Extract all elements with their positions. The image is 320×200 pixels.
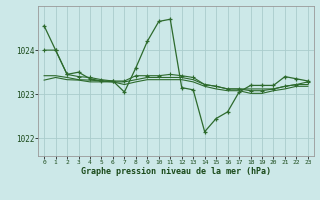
- X-axis label: Graphe pression niveau de la mer (hPa): Graphe pression niveau de la mer (hPa): [81, 167, 271, 176]
